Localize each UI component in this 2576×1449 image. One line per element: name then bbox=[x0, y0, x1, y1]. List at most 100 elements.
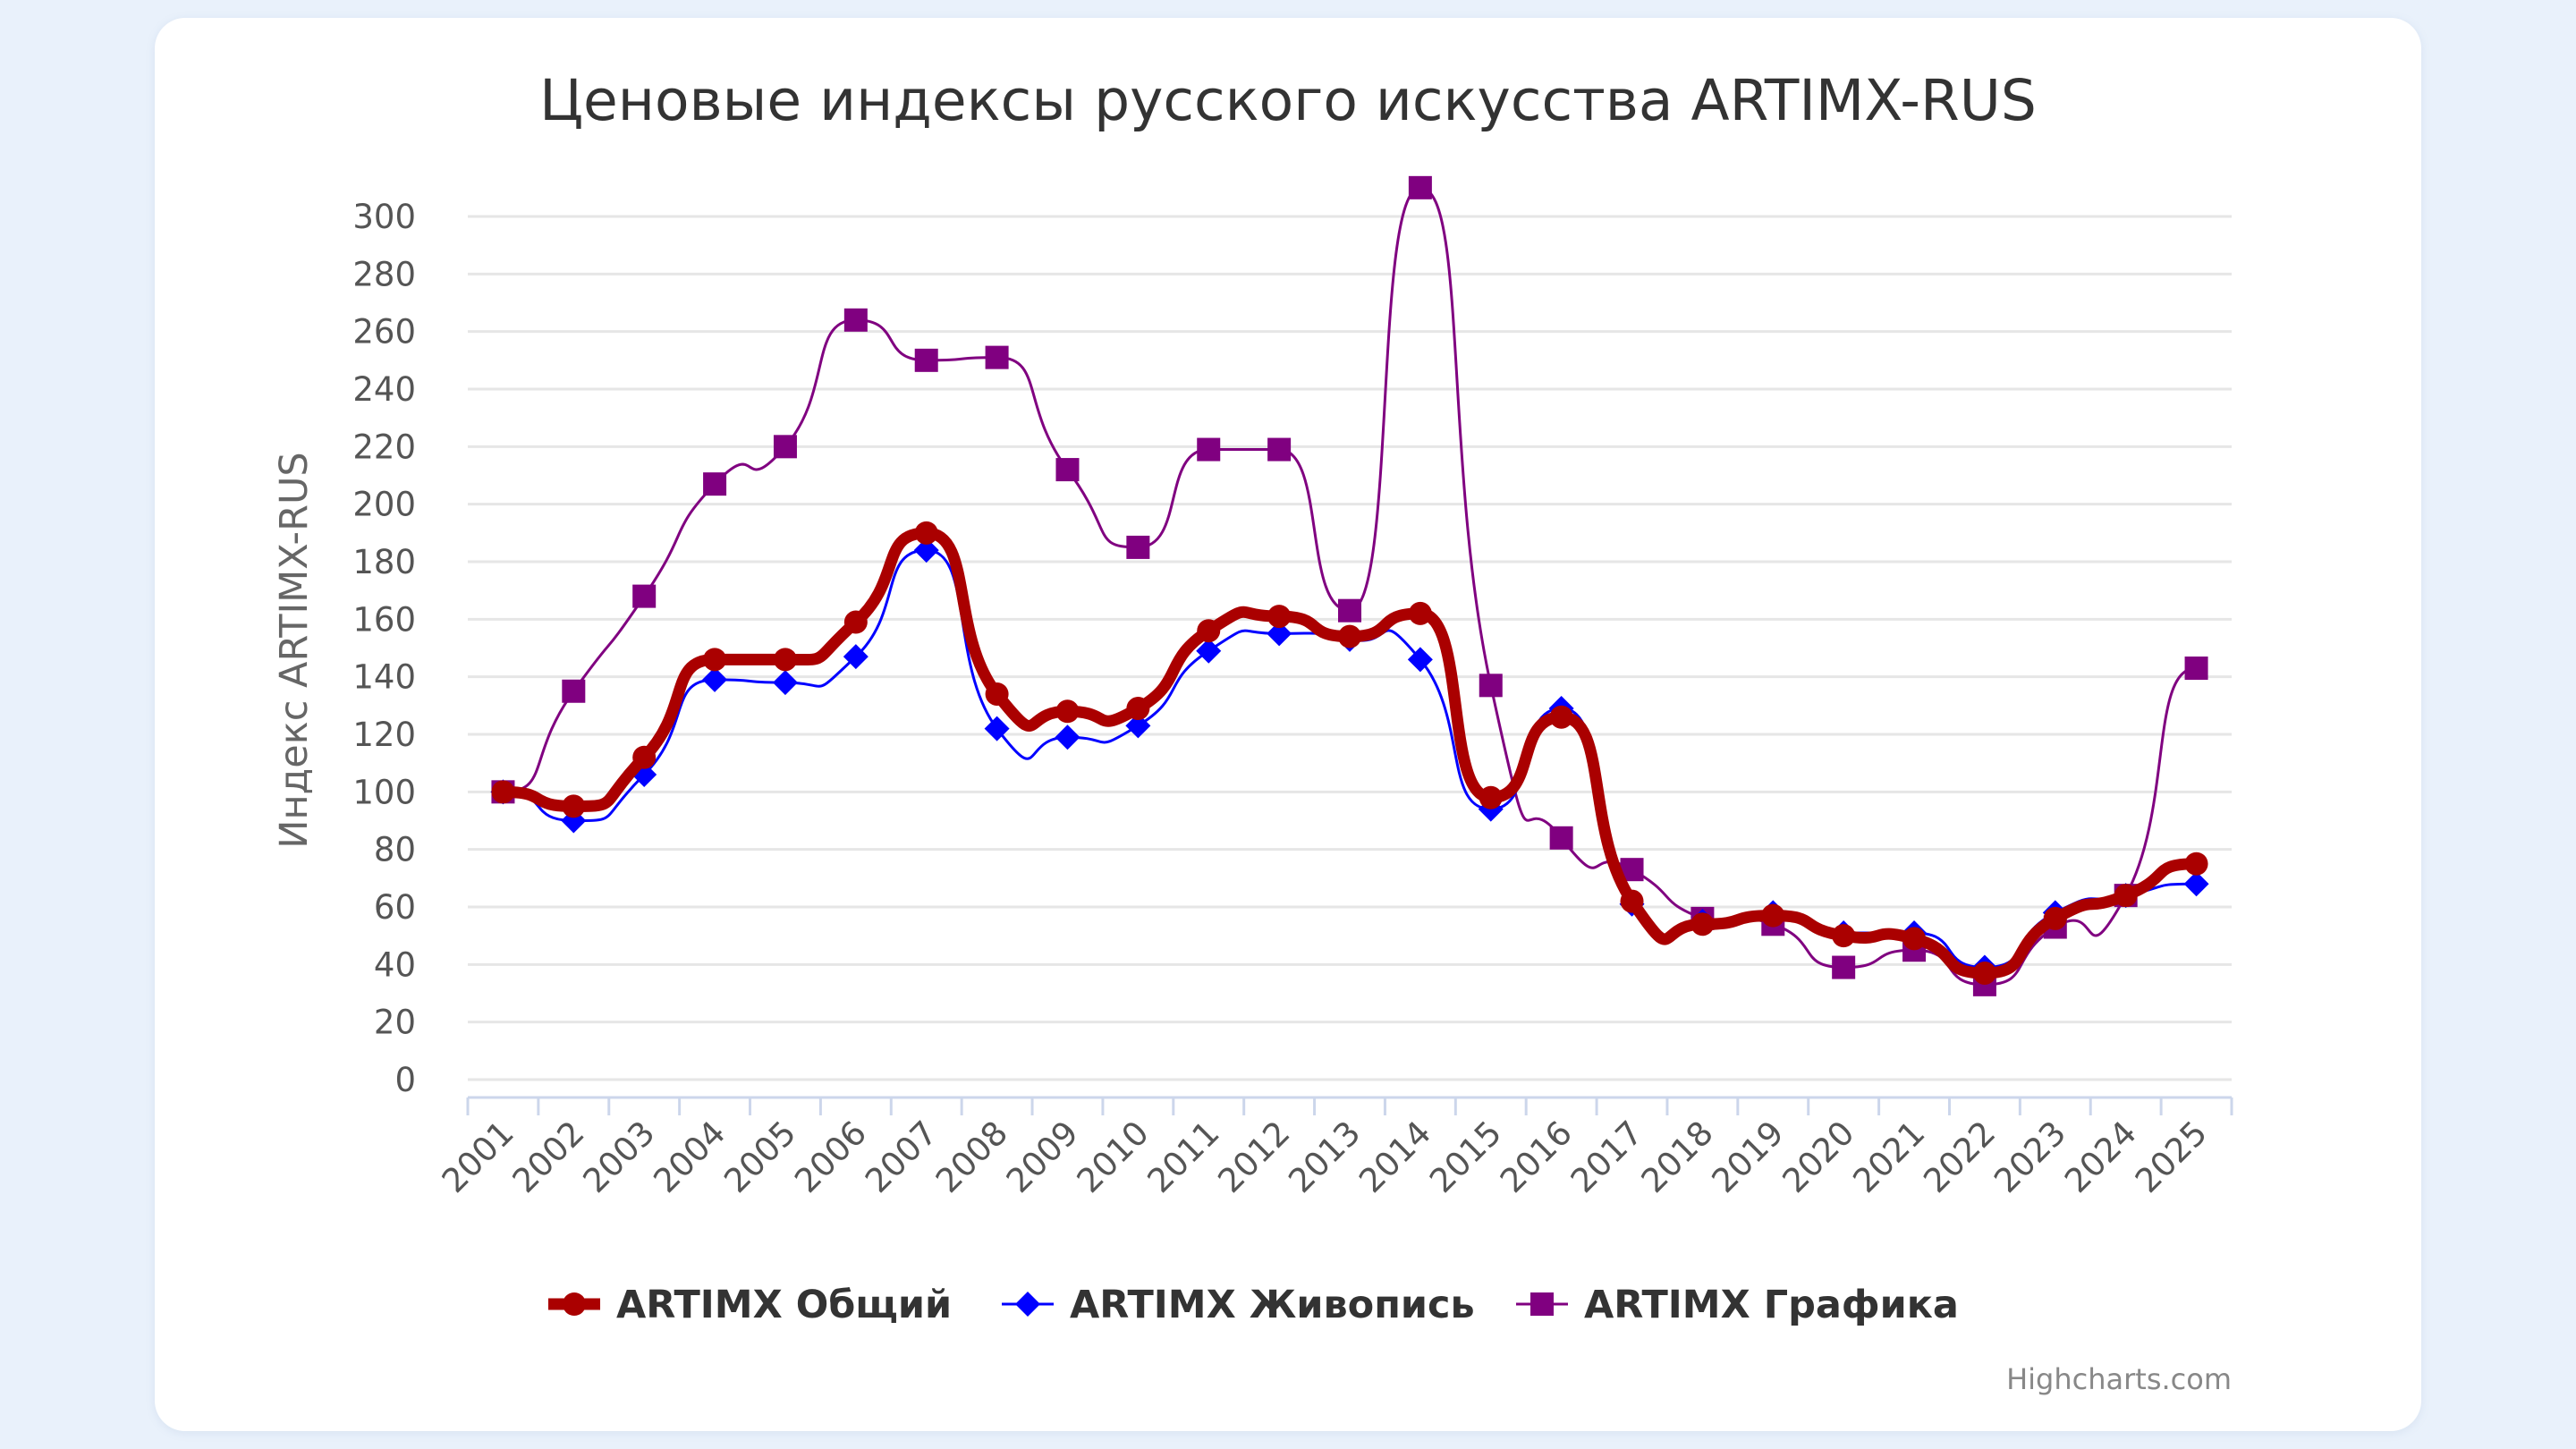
x-tick-label: 2003 bbox=[576, 1114, 663, 1200]
data-point-graphics[interactable] bbox=[1055, 458, 1080, 482]
legend-marker-graphics bbox=[1530, 1292, 1554, 1316]
data-point-graphics[interactable] bbox=[985, 345, 1009, 369]
data-point-painting[interactable] bbox=[913, 538, 939, 564]
data-point-total[interactable] bbox=[1338, 624, 1361, 648]
data-point-painting[interactable] bbox=[843, 644, 869, 670]
data-point-total[interactable] bbox=[1972, 961, 1996, 985]
data-point-total[interactable] bbox=[2114, 884, 2138, 908]
data-point-total[interactable] bbox=[843, 610, 868, 634]
series-graphics[interactable] bbox=[491, 175, 2208, 996]
series-total[interactable] bbox=[491, 521, 2208, 985]
data-point-painting[interactable] bbox=[1267, 621, 1292, 647]
data-point-graphics[interactable] bbox=[773, 435, 797, 459]
data-point-total[interactable] bbox=[1832, 924, 1856, 948]
y-tick-label: 200 bbox=[352, 486, 416, 524]
y-axis-ticks: 0 20 40 60 80 100 120 140 160 180 200 220 240 260 280 3… bbox=[352, 198, 416, 1099]
data-point-total[interactable] bbox=[1620, 889, 1644, 913]
data-point-graphics[interactable] bbox=[1126, 535, 1150, 559]
data-point-graphics[interactable] bbox=[632, 584, 657, 608]
y-tick-label: 260 bbox=[352, 313, 416, 352]
credits-link[interactable]: Highcharts.com bbox=[2006, 1362, 2232, 1396]
data-point-graphics[interactable] bbox=[1267, 437, 1292, 462]
data-point-total[interactable] bbox=[1126, 697, 1150, 721]
x-tick-label: 2023 bbox=[1987, 1114, 2073, 1200]
x-tick-label: 2001 bbox=[435, 1114, 521, 1200]
grid-lines bbox=[468, 215, 2232, 1081]
legend-marker-painting bbox=[1015, 1292, 1040, 1317]
x-tick-label: 2002 bbox=[505, 1114, 592, 1200]
data-point-graphics[interactable] bbox=[703, 472, 727, 496]
x-tick-label: 2011 bbox=[1140, 1114, 1227, 1200]
data-point-graphics[interactable] bbox=[1549, 826, 1573, 850]
data-point-painting[interactable] bbox=[2183, 871, 2209, 897]
x-tick-label: 2008 bbox=[928, 1114, 1015, 1200]
data-point-total[interactable] bbox=[1479, 785, 1503, 809]
data-point-total[interactable] bbox=[914, 521, 938, 545]
x-tick-label: 2005 bbox=[716, 1114, 803, 1200]
y-tick-label: 120 bbox=[352, 716, 416, 754]
data-point-total[interactable] bbox=[985, 682, 1009, 706]
chart: Ценовые индексы русского искусства ARTIM… bbox=[272, 68, 2233, 1396]
y-tick-label: 0 bbox=[394, 1061, 416, 1099]
data-point-total[interactable] bbox=[2043, 906, 2067, 930]
y-tick-label: 60 bbox=[374, 888, 416, 927]
x-tick-label: 2020 bbox=[1775, 1114, 1862, 1200]
data-point-graphics[interactable] bbox=[1338, 598, 1361, 623]
x-tick-label: 2016 bbox=[1493, 1114, 1580, 1200]
legend[interactable]: ARTIMX Общий ARTIMX Живопись ARTIMX График… bbox=[548, 1283, 1959, 1327]
data-point-graphics[interactable] bbox=[1197, 437, 1221, 462]
data-point-total[interactable] bbox=[1055, 699, 1080, 724]
data-point-painting[interactable] bbox=[702, 666, 728, 692]
data-point-painting[interactable] bbox=[1196, 638, 1222, 664]
x-tick-label: 2012 bbox=[1210, 1114, 1297, 1200]
data-point-total[interactable] bbox=[1267, 605, 1292, 629]
x-tick-label: 2022 bbox=[1916, 1114, 2003, 1200]
x-tick-label: 2025 bbox=[2128, 1114, 2215, 1200]
data-point-total[interactable] bbox=[1549, 705, 1573, 729]
data-point-painting[interactable] bbox=[1125, 713, 1151, 739]
data-point-total[interactable] bbox=[773, 648, 797, 672]
x-tick-label: 2010 bbox=[1070, 1114, 1157, 1200]
y-tick-label: 80 bbox=[374, 831, 416, 869]
data-point-total[interactable] bbox=[491, 780, 515, 804]
data-point-total[interactable] bbox=[1761, 903, 1785, 928]
chart-title: Ценовые индексы русского искусства ARTIM… bbox=[539, 68, 2037, 133]
series-line-graphics[interactable] bbox=[501, 186, 2199, 987]
data-point-total[interactable] bbox=[703, 648, 727, 672]
data-point-total[interactable] bbox=[1197, 619, 1221, 643]
data-point-painting[interactable] bbox=[984, 716, 1010, 741]
y-tick-label: 180 bbox=[352, 543, 416, 581]
data-point-total[interactable] bbox=[2184, 852, 2208, 876]
x-tick-label: 2006 bbox=[787, 1114, 874, 1200]
y-tick-label: 100 bbox=[352, 773, 416, 811]
data-point-graphics[interactable] bbox=[1832, 955, 1856, 979]
data-point-total[interactable] bbox=[632, 745, 657, 769]
legend-item-painting[interactable]: ARTIMX Живопись bbox=[1002, 1283, 1475, 1327]
legend-item-total[interactable]: ARTIMX Общий bbox=[548, 1283, 952, 1327]
data-point-graphics[interactable] bbox=[2184, 657, 2208, 681]
x-tick-label: 2017 bbox=[1563, 1114, 1650, 1200]
data-point-painting[interactable] bbox=[1407, 647, 1433, 673]
data-point-graphics[interactable] bbox=[1479, 674, 1503, 698]
data-point-graphics[interactable] bbox=[914, 348, 938, 372]
legend-label: ARTIMX Общий bbox=[616, 1283, 952, 1327]
data-point-total[interactable] bbox=[562, 794, 586, 818]
y-tick-label: 140 bbox=[352, 658, 416, 697]
data-point-total[interactable] bbox=[1690, 912, 1715, 936]
legend-item-graphics[interactable]: ARTIMX Графика bbox=[1516, 1283, 1959, 1327]
x-tick-label: 2024 bbox=[2057, 1114, 2144, 1200]
data-point-graphics[interactable] bbox=[1408, 175, 1432, 199]
x-tick-label: 2014 bbox=[1352, 1114, 1438, 1200]
x-tick-label: 2007 bbox=[858, 1114, 945, 1200]
data-point-painting[interactable] bbox=[772, 670, 798, 696]
data-point-total[interactable] bbox=[1408, 601, 1432, 625]
x-tick-label: 2009 bbox=[999, 1114, 1086, 1200]
series-layer bbox=[490, 175, 2209, 996]
data-point-graphics[interactable] bbox=[562, 679, 586, 703]
y-tick-label: 40 bbox=[374, 945, 416, 984]
data-point-painting[interactable] bbox=[1055, 724, 1080, 750]
data-point-graphics[interactable] bbox=[843, 308, 868, 332]
data-point-total[interactable] bbox=[1902, 927, 1927, 951]
y-tick-label: 160 bbox=[352, 600, 416, 639]
y-tick-label: 220 bbox=[352, 428, 416, 466]
